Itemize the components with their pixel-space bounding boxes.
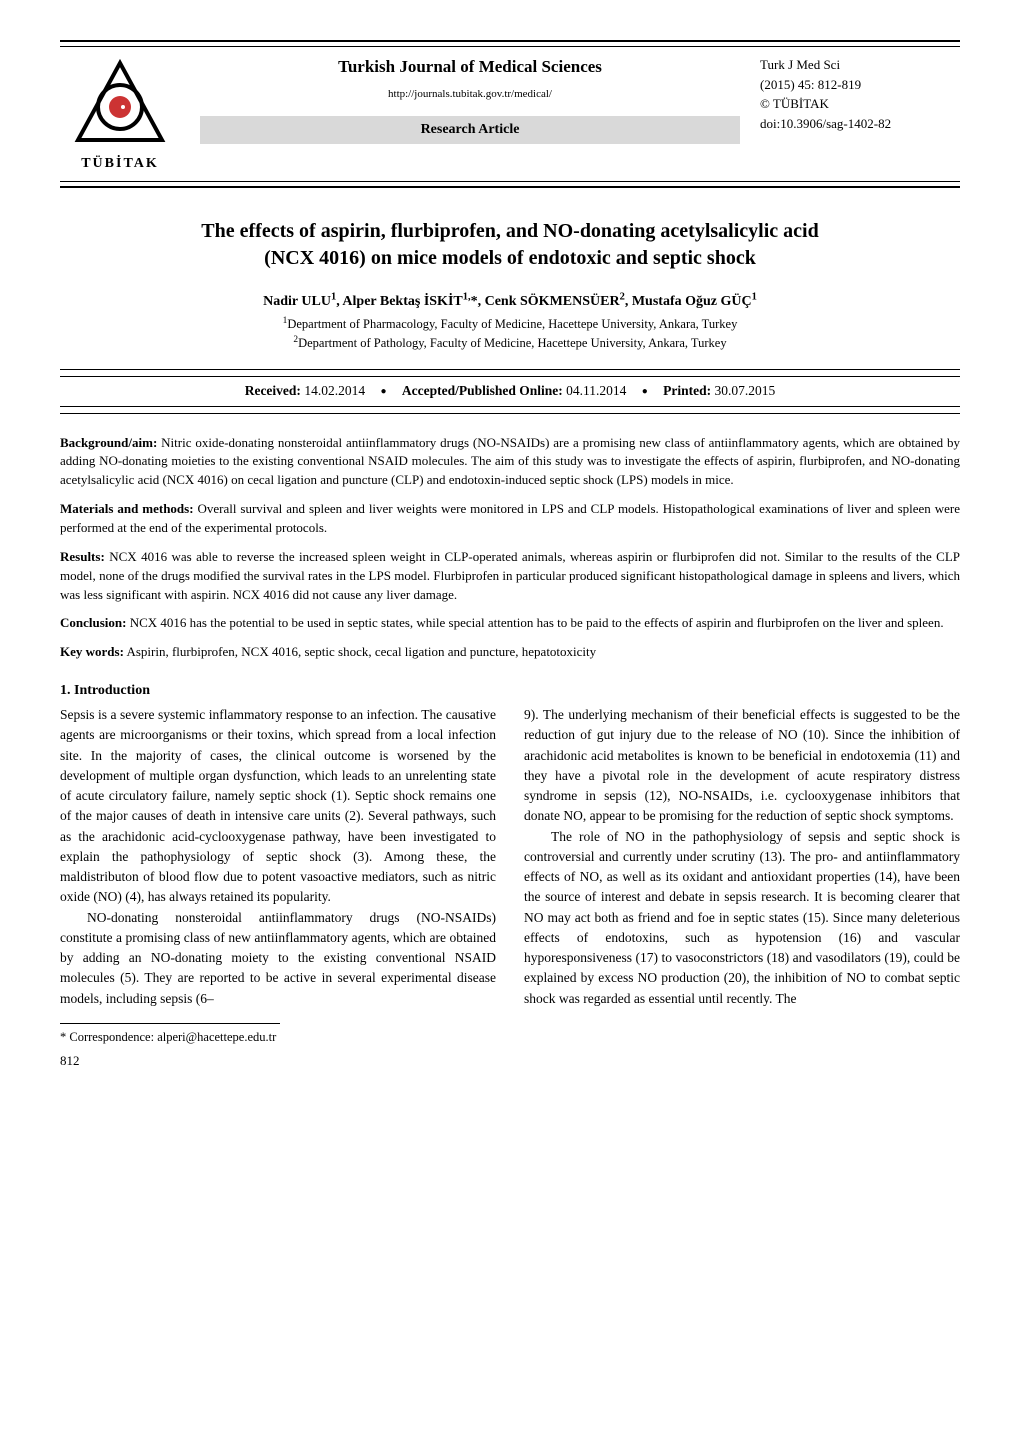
key-label: Key words: <box>60 644 124 659</box>
dot-sep-icon: ● <box>642 386 648 397</box>
footnote-rule <box>60 1023 280 1024</box>
citation-vol: (2015) 45: 812-819 <box>760 75 960 95</box>
left-column: 1. Introduction Sepsis is a severe syste… <box>60 672 496 1070</box>
header-bottom-heavy-rule <box>60 186 960 188</box>
article-title: The effects of aspirin, flurbiprofen, an… <box>60 218 960 272</box>
author-list: Nadir ULU1, Alper Bektaş İSKİT1,*, Cenk … <box>60 290 960 311</box>
accepted-label: Accepted/Published Online: <box>402 383 563 398</box>
affiliations: 1Department of Pharmacology, Faculty of … <box>60 315 960 352</box>
intro-heading: 1. Introduction <box>60 680 496 701</box>
dot-sep-icon: ● <box>380 386 386 397</box>
bg-label: Background/aim: <box>60 435 157 450</box>
logo-text: TÜBİTAK <box>60 154 180 174</box>
intro-p2-right: The role of NO in the pathophysiology of… <box>524 827 960 1009</box>
body-columns: 1. Introduction Sepsis is a severe syste… <box>60 672 960 1070</box>
top-heavy-rule <box>60 40 960 42</box>
right-column: 9). The underlying mechanism of their be… <box>524 672 960 1070</box>
received-val: 14.02.2014 <box>301 383 365 398</box>
header-bottom-thin-rule <box>60 181 960 182</box>
journal-title: Turkish Journal of Medical Sciences <box>200 55 740 79</box>
dates-bar: Received: 14.02.2014 ● Accepted/Publishe… <box>60 369 960 414</box>
article-type-bar: Research Article <box>200 116 740 144</box>
res-text: NCX 4016 was able to reverse the increas… <box>60 549 960 602</box>
title-line-1: The effects of aspirin, flurbiprofen, an… <box>201 220 818 242</box>
res-label: Results: <box>60 549 105 564</box>
key-text: Aspirin, flurbiprofen, NCX 4016, septic … <box>124 644 596 659</box>
affil-1: Department of Pharmacology, Faculty of M… <box>287 318 737 332</box>
intro-p1: Sepsis is a severe systemic inflammatory… <box>60 705 496 908</box>
page-number: 812 <box>60 1051 496 1071</box>
correspondence-footnote: * Correspondence: alperi@hacettepe.edu.t… <box>60 1028 496 1047</box>
citation-doi: doi:10.3906/sag-1402-82 <box>760 114 960 134</box>
con-label: Conclusion: <box>60 615 126 630</box>
tubitak-logo-icon <box>70 55 170 145</box>
title-line-2: (NCX 4016) on mice models of endotoxic a… <box>264 247 756 269</box>
abstract-conclusion: Conclusion: NCX 4016 has the potential t… <box>60 614 960 633</box>
received-label: Received: <box>245 383 301 398</box>
journal-header: TÜBİTAK Turkish Journal of Medical Scien… <box>60 47 960 181</box>
dates-inner: Received: 14.02.2014 ● Accepted/Publishe… <box>60 376 960 407</box>
logo-container: TÜBİTAK <box>60 55 180 173</box>
header-center: Turkish Journal of Medical Sciences http… <box>200 55 740 144</box>
intro-p2: NO-donating nonsteroidal antiinflammator… <box>60 908 496 1009</box>
authors-text: Nadir ULU1, Alper Bektaş İSKİT1,*, Cenk … <box>263 294 757 309</box>
abstract-results: Results: NCX 4016 was able to reverse th… <box>60 548 960 605</box>
printed-label: Printed: <box>663 383 711 398</box>
mm-label: Materials and methods: <box>60 501 194 516</box>
mm-text: Overall survival and spleen and liver we… <box>60 501 960 535</box>
con-text: NCX 4016 has the potential to be used in… <box>126 615 943 630</box>
citation-abbrev: Turk J Med Sci <box>760 55 960 75</box>
journal-url: http://journals.tubitak.gov.tr/medical/ <box>200 87 740 102</box>
citation-block: Turk J Med Sci (2015) 45: 812-819 © TÜBİ… <box>760 55 960 133</box>
printed-val: 30.07.2015 <box>711 383 775 398</box>
intro-p1-right: 9). The underlying mechanism of their be… <box>524 705 960 827</box>
affil-2: Department of Pathology, Faculty of Medi… <box>298 336 727 350</box>
abstract-block: Background/aim: Nitric oxide-donating no… <box>60 434 960 662</box>
abstract-keywords: Key words: Aspirin, flurbiprofen, NCX 40… <box>60 643 960 662</box>
bg-text: Nitric oxide-donating nonsteroidal antii… <box>60 435 960 488</box>
citation-copyright: © TÜBİTAK <box>760 94 960 114</box>
accepted-val: 04.11.2014 <box>563 383 627 398</box>
abstract-methods: Materials and methods: Overall survival … <box>60 500 960 538</box>
intro-heading-spacer <box>524 680 960 701</box>
abstract-background: Background/aim: Nitric oxide-donating no… <box>60 434 960 491</box>
